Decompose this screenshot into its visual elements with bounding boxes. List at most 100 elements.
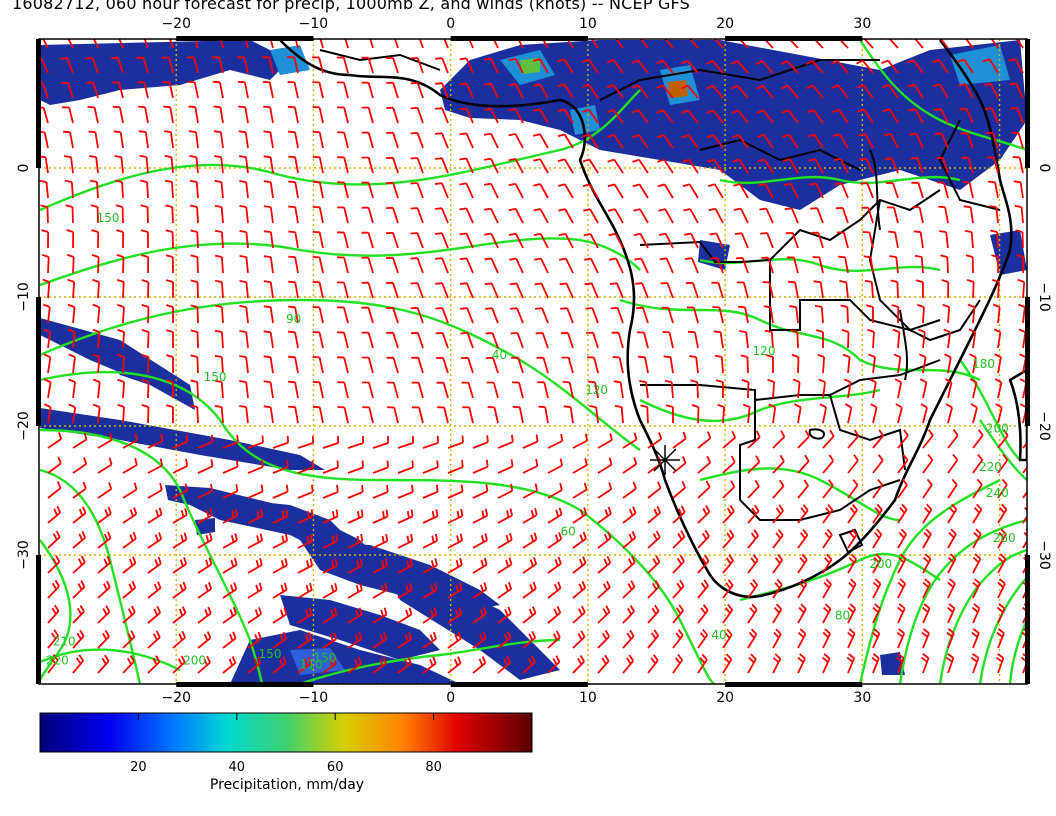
wind-barb [822, 553, 833, 574]
wind-barb [97, 654, 110, 674]
wind-barb [863, 255, 874, 274]
wind-barb [459, 57, 474, 74]
wind-barb [486, 356, 499, 374]
wind-barb [897, 503, 908, 524]
wind-barb [362, 406, 374, 424]
wind-barb [934, 132, 949, 149]
wind-barb [1015, 229, 1024, 249]
wind-barb [372, 460, 389, 474]
wind-barb [635, 282, 649, 299]
wind-barb [287, 105, 299, 124]
wind-barb [747, 479, 760, 499]
wind-barb [772, 479, 785, 499]
wind-barb [782, 133, 799, 149]
wind-barb [920, 653, 930, 674]
wind-barb [140, 179, 149, 199]
wind-barb [907, 83, 924, 99]
wind-barb [891, 304, 900, 324]
wind-barb [572, 556, 587, 574]
wind-barb [765, 354, 774, 373]
wind-barb [840, 304, 849, 324]
wind-barb [558, 257, 574, 274]
precip-core [668, 80, 688, 98]
contour-line [639, 388, 881, 423]
wind-barb [832, 108, 849, 124]
border-line [699, 138, 861, 171]
wind-barb [558, 208, 574, 224]
wind-barb [410, 207, 424, 224]
wind-barb [497, 459, 514, 474]
wind-barb [536, 356, 549, 374]
wind-barb [336, 81, 349, 99]
wind-barb [589, 405, 599, 424]
wind-barb [590, 39, 599, 49]
wind-barb [947, 478, 958, 499]
wind-barb [612, 356, 624, 374]
precip-area [240, 500, 350, 545]
lat-tick-label-left: −30 [16, 540, 32, 570]
wind-barb [214, 379, 224, 399]
wind-barb [459, 82, 474, 99]
wind-barb [572, 630, 586, 649]
wind-barb [47, 555, 61, 574]
lat-tick-label-left: −20 [16, 411, 32, 441]
wind-barb [682, 158, 699, 174]
wind-barb [361, 81, 374, 99]
wind-barb [742, 403, 751, 424]
wind-barb [707, 183, 724, 199]
wind-barb [117, 378, 125, 399]
wind-barb [386, 381, 399, 399]
contour-label: 200 [183, 654, 206, 668]
wind-barb [214, 155, 224, 174]
wind-barb [1009, 82, 1024, 99]
wind-barb [871, 653, 880, 674]
wind-barb [65, 204, 74, 224]
wind-barb [247, 459, 264, 474]
wind-barb [615, 39, 624, 49]
wind-barb [847, 628, 856, 649]
wind-barb [522, 458, 539, 474]
wind-barb [638, 355, 649, 374]
wind-barb [43, 328, 51, 349]
wind-barb [483, 132, 499, 149]
wind-barb [336, 331, 349, 349]
border-bar [1025, 39, 1030, 168]
wind-barb [214, 229, 224, 249]
wind-barb [344, 39, 349, 49]
wind-barb [322, 656, 337, 674]
wind-barb [47, 579, 60, 599]
wind-barb [1022, 466, 1027, 474]
wind-barb [263, 155, 274, 174]
wind-barb [372, 533, 389, 549]
wind-barb [90, 204, 99, 224]
wind-barb [740, 354, 749, 374]
wind-barb [1010, 107, 1024, 124]
wind-barb [447, 533, 463, 549]
wind-barb [263, 405, 274, 424]
wind-barb [582, 183, 599, 199]
wind-barb [705, 39, 724, 49]
location-marker [650, 445, 680, 475]
wind-barb [222, 606, 237, 624]
wind-barb [372, 632, 388, 649]
wind-barb [868, 353, 876, 374]
wind-barb [606, 84, 624, 99]
wind-barb [681, 109, 699, 124]
wind-barb [44, 403, 52, 424]
wind-barb [897, 603, 906, 624]
wind-barb [508, 133, 524, 149]
wind-barb [163, 105, 174, 124]
wind-barb [964, 229, 974, 249]
contour-line [39, 468, 142, 684]
border-line [938, 119, 1001, 211]
wind-barb [137, 81, 149, 99]
wind-barb [722, 554, 734, 574]
wind-barb [717, 403, 725, 424]
contour-label: 180 [972, 357, 995, 371]
wind-barb [122, 507, 138, 524]
wind-barb [547, 606, 562, 624]
wind-barb [511, 356, 524, 374]
wind-barb [597, 580, 611, 599]
wind-barb [288, 130, 299, 149]
contour-label: 40 [492, 348, 507, 362]
